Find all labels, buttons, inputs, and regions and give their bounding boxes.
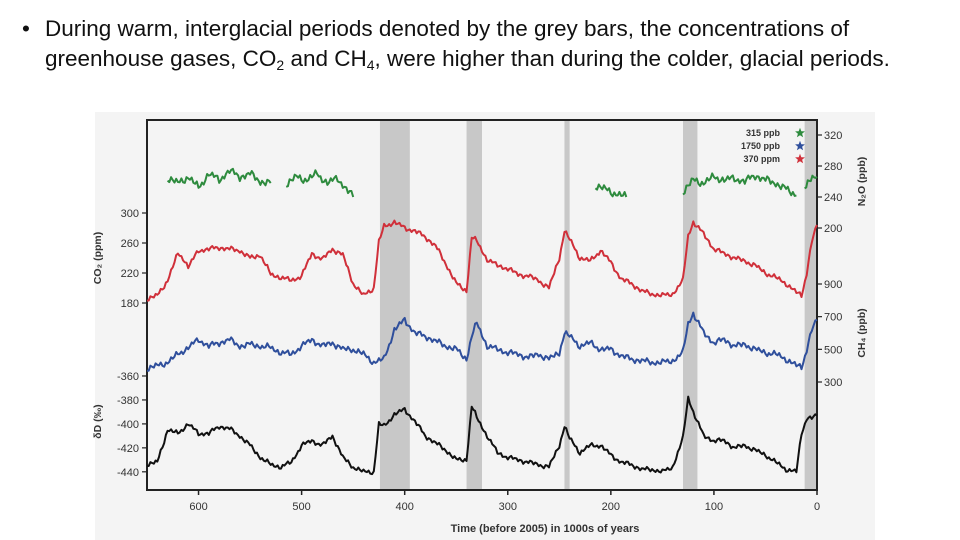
n2o-line-segment-4 <box>682 172 797 197</box>
dd-tick-label--440: -440 <box>117 467 139 479</box>
n2o-tick-label-240: 240 <box>824 192 842 204</box>
co2-tick-label-220: 220 <box>121 268 139 280</box>
n2o-line-segment-5 <box>804 174 818 190</box>
ch4-tick-label-700: 700 <box>824 312 842 324</box>
series-co2 <box>146 219 818 302</box>
n2o-tick-label-320: 320 <box>824 130 842 142</box>
co2-subscript: 2 <box>276 57 285 73</box>
dd-tick-label--400: -400 <box>117 419 139 431</box>
n2o-tick-label-200: 200 <box>824 223 842 235</box>
series-n2o <box>166 167 818 198</box>
n2o-line-segment-3 <box>594 183 628 198</box>
interglacial-bar-3 <box>564 120 570 490</box>
n2o-line-segment-2 <box>285 169 355 198</box>
legend-star-icon-2 <box>795 140 805 151</box>
co2-tick-label-300: 300 <box>121 208 139 220</box>
n2o-tick-label-280: 280 <box>824 161 842 173</box>
x-tick-label-100: 100 <box>705 501 723 513</box>
bullet-marker: • <box>22 16 30 41</box>
dd-axis-label: δD (‰) <box>92 404 104 438</box>
x-tick-label-500: 500 <box>292 501 310 513</box>
ch4-subscript: 4 <box>366 57 375 73</box>
x-tick-label-400: 400 <box>396 501 414 513</box>
interglacial-bars <box>379 120 817 490</box>
series-dd <box>146 395 818 476</box>
ch4-tick-label-500: 500 <box>824 344 842 356</box>
x-tick-label-0: 0 <box>814 501 820 513</box>
interglacial-bar-2 <box>466 120 482 490</box>
interglacial-bar-4 <box>683 120 698 490</box>
bullet-text-part-2: and CH <box>284 46 367 71</box>
ch4-axis-label: CH₄ (ppb) <box>856 308 868 357</box>
plot-frame <box>146 119 818 491</box>
x-axis-title: Time (before 2005) in 1000s of years <box>451 523 640 535</box>
co2-tick-label-180: 180 <box>121 298 139 310</box>
legend-label-3: 370 ppm <box>743 154 780 164</box>
x-tick-label-600: 600 <box>189 501 207 513</box>
ch4-line <box>147 311 818 372</box>
axes-layer: 600 500 400 300 200 100 0 320 280 240 200 N₂O (ppb)… <box>92 130 868 513</box>
legend-star-icon-3 <box>795 153 805 164</box>
co2-axis-label: CO₂ (ppm) <box>92 232 104 285</box>
legend-star-icon-1 <box>795 127 805 138</box>
dd-tick-label--360: -360 <box>117 371 139 383</box>
bullet-text: During warm, interglacial periods denote… <box>22 14 932 74</box>
ch4-tick-label-300: 300 <box>824 377 842 389</box>
ch4-tick-label-900: 900 <box>824 279 842 291</box>
series-ch4 <box>147 311 818 372</box>
n2o-line-segment-1 <box>166 167 272 189</box>
bullet-paragraph: • During warm, interglacial periods deno… <box>22 14 932 74</box>
bullet-text-part-1: During warm, interglacial periods denote… <box>45 16 850 71</box>
co2-line <box>146 219 818 302</box>
interglacial-bar-5 <box>804 120 817 490</box>
bullet-text-part-3: , were higher than during the colder, gl… <box>374 46 890 71</box>
legend-label-2: 1750 ppb <box>741 141 781 151</box>
n2o-axis-label: N₂O (ppb) <box>856 157 868 207</box>
x-tick-label-200: 200 <box>602 501 620 513</box>
dd-tick-label--420: -420 <box>117 443 139 455</box>
legend: 315 ppb 1750 ppb 370 ppm <box>741 127 805 164</box>
legend-label-1: 315 ppb <box>746 128 781 138</box>
co2-tick-label-260: 260 <box>121 238 139 250</box>
dd-line <box>146 395 818 476</box>
x-tick-label-300: 300 <box>499 501 517 513</box>
dd-tick-label--380: -380 <box>117 395 139 407</box>
series-layer <box>146 167 818 476</box>
interglacial-bar-1 <box>379 120 410 490</box>
